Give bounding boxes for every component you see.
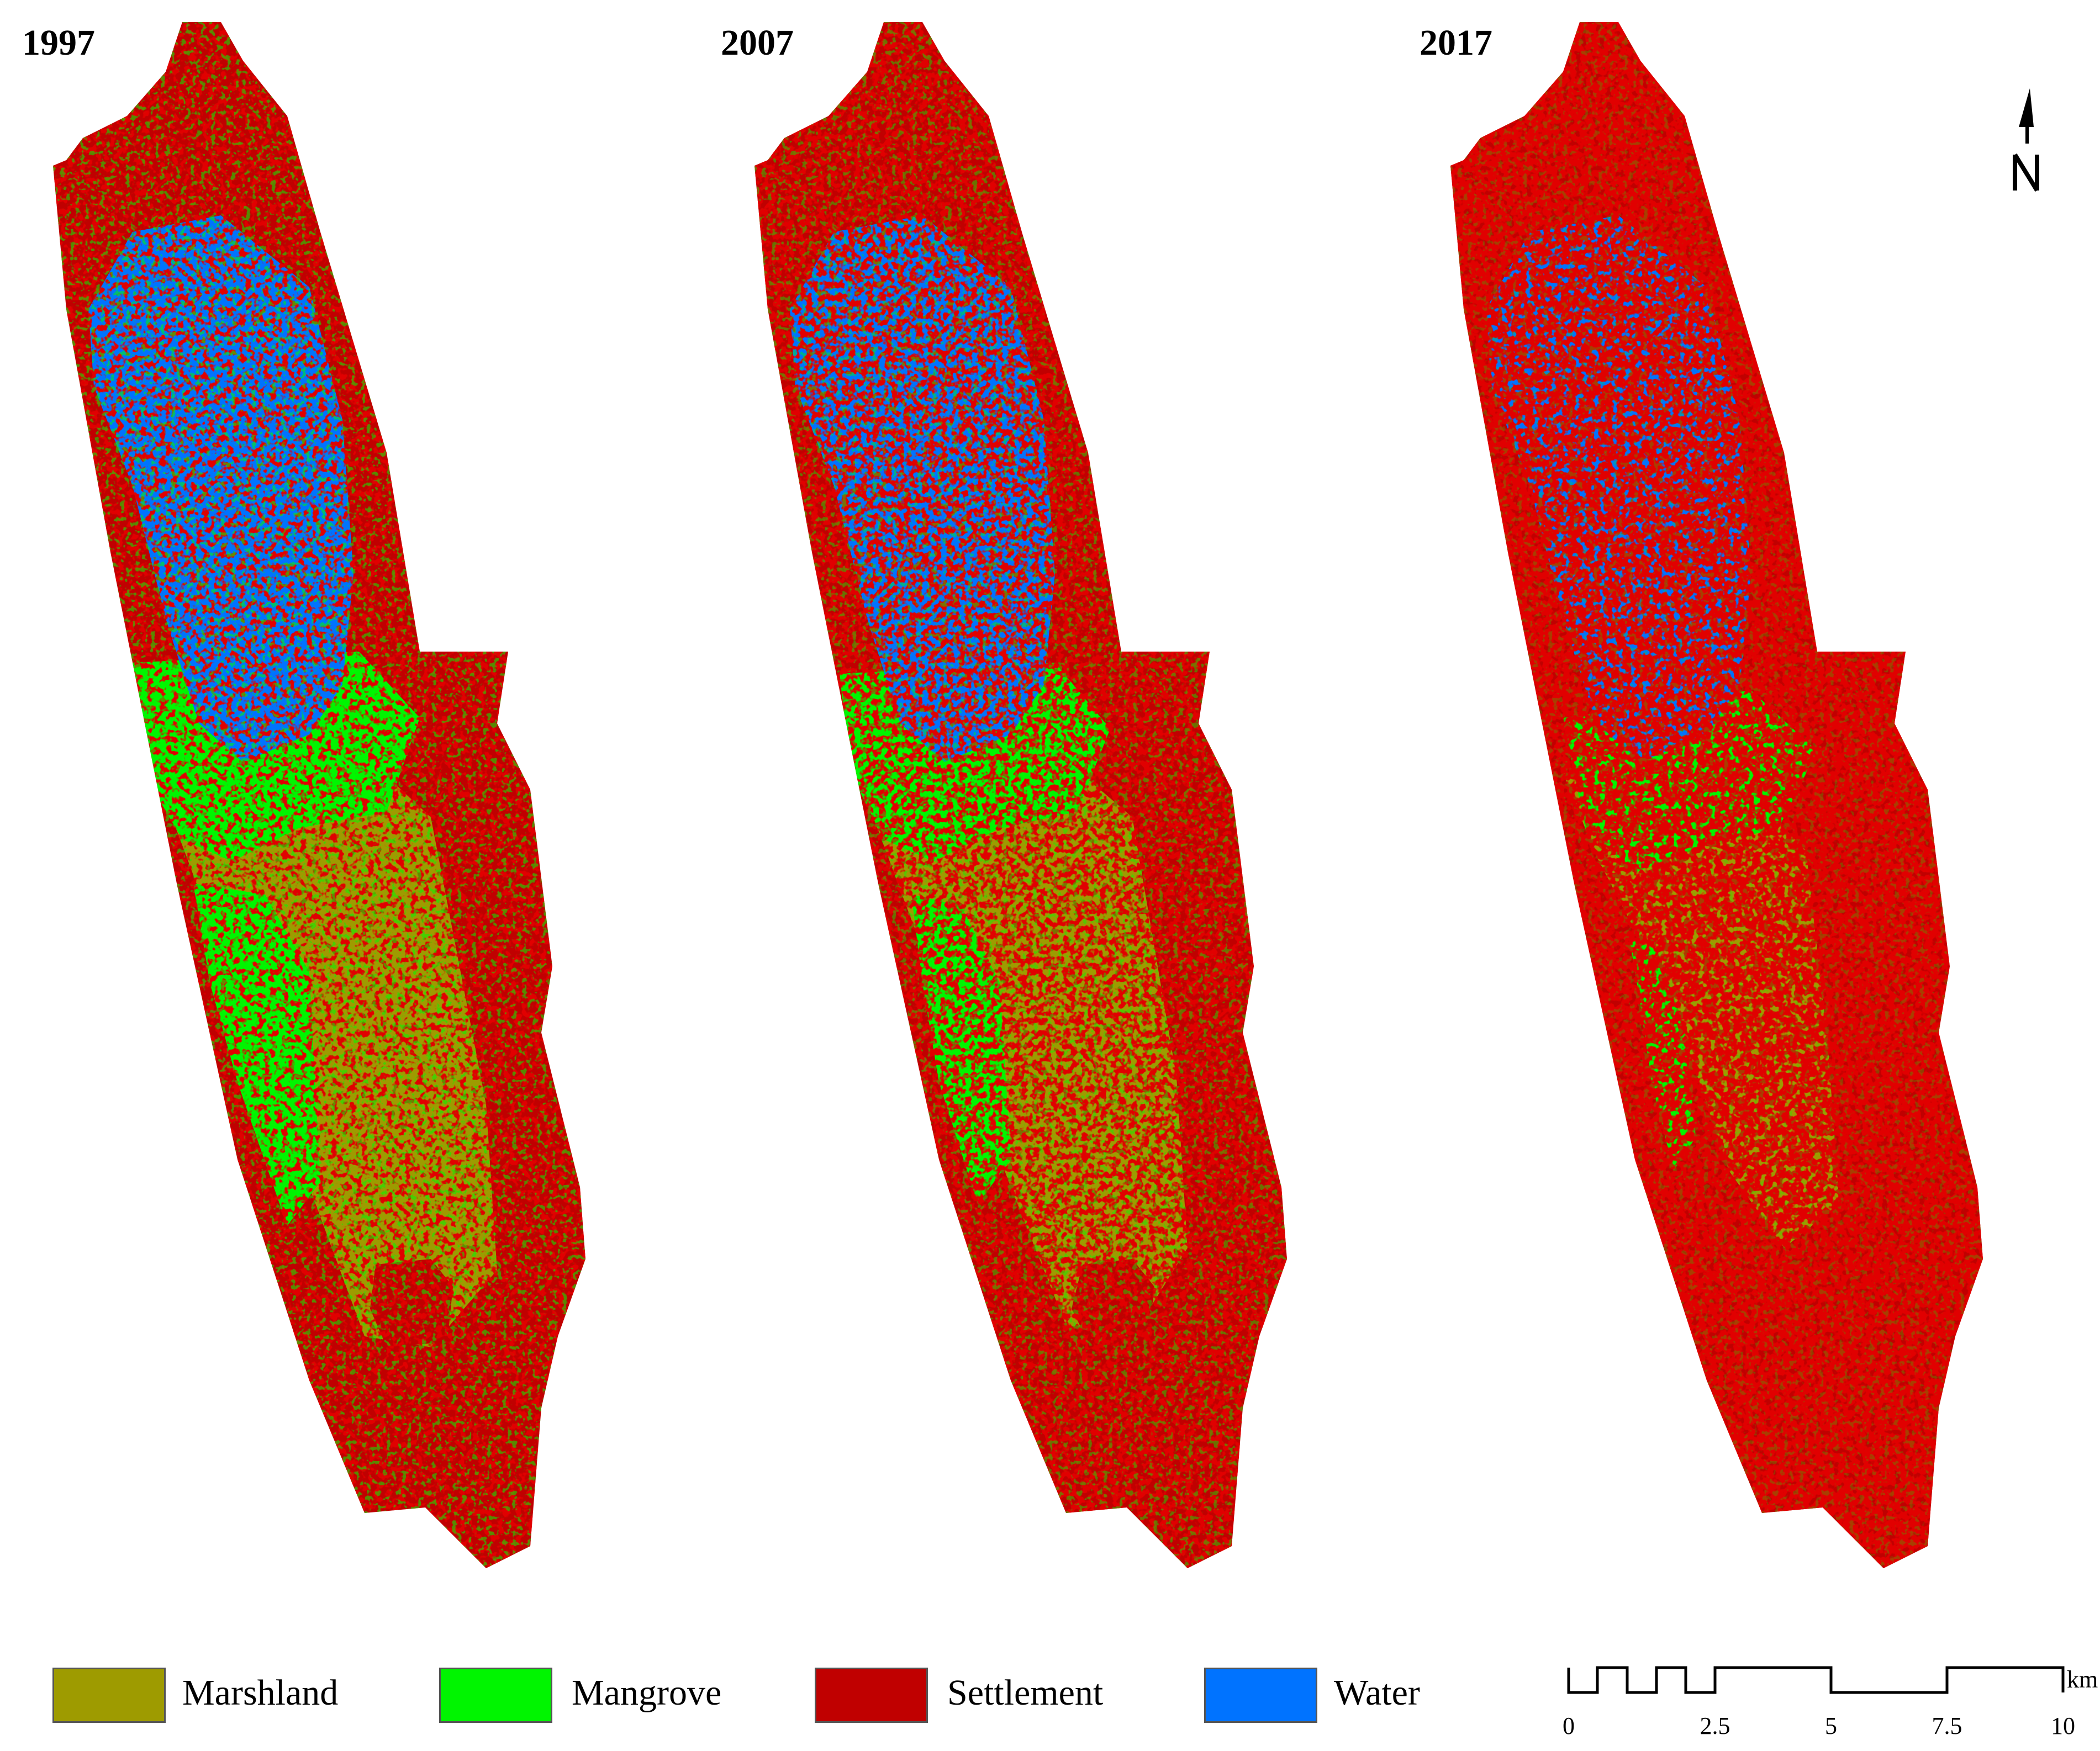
legend-label-marshland: Marshland — [182, 1673, 339, 1713]
year-label-1997: 1997 — [22, 23, 95, 63]
scale-tick-7.5: 7.5 — [1932, 1712, 1962, 1739]
legend-swatch-mangrove — [439, 1668, 552, 1723]
land-cover-maps — [53, 22, 1983, 1568]
map-panel-2017 — [1450, 22, 1983, 1568]
scale-tick-10: 10 — [2051, 1712, 2075, 1739]
legend-label-mangrove: Mangrove — [572, 1673, 722, 1713]
legend-swatch-water — [1204, 1668, 1317, 1723]
legend-label-settlement: Settlement — [947, 1673, 1104, 1713]
scale-tick-5: 5 — [1825, 1712, 1837, 1739]
legend-label-water: Water — [1334, 1673, 1420, 1713]
year-label-2007: 2007 — [721, 23, 794, 63]
scale-unit-label: km — [2067, 1666, 2098, 1693]
map-panel-2007 — [754, 22, 1287, 1568]
scale-tick-0: 0 — [1563, 1712, 1575, 1739]
north-arrow-icon — [2013, 88, 2039, 192]
map-panel-1997 — [53, 22, 585, 1568]
scale-tick-2.5: 2.5 — [1700, 1712, 1730, 1739]
legend-swatch-settlement — [815, 1668, 928, 1723]
scale-bar-graphic — [1567, 1666, 2065, 1694]
scale-bar: 0 2.5 5 7.5 10 km — [1558, 1651, 2099, 1750]
legend: Marshland Mangrove Settlement Water — [0, 1646, 2100, 1751]
year-label-2017: 2017 — [1420, 23, 1492, 63]
legend-swatch-marshland — [52, 1668, 166, 1723]
